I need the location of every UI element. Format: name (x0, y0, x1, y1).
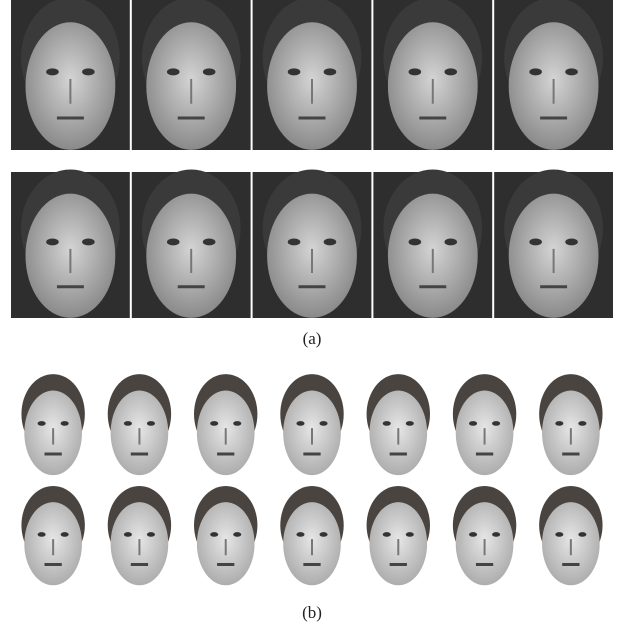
face-image (11, 0, 130, 150)
eye (406, 532, 414, 537)
eye (578, 532, 586, 537)
eye (82, 239, 95, 246)
eye (383, 421, 391, 426)
eye (444, 239, 457, 246)
figure: (a) (b) (0, 0, 624, 629)
face-image (184, 370, 268, 480)
face-image (270, 370, 354, 480)
eye (46, 239, 59, 246)
eye (529, 239, 542, 246)
eye (167, 239, 180, 246)
eye (555, 421, 563, 426)
page: {"panels": [{"caption": "(a)"}, {"captio… (0, 0, 624, 629)
eye (147, 421, 155, 426)
face-image (11, 170, 130, 318)
eye (469, 532, 477, 537)
face-images (11, 0, 613, 590)
eye (469, 421, 477, 426)
face-image (442, 370, 526, 480)
eye (492, 421, 500, 426)
face-image (442, 482, 526, 590)
eye (288, 68, 301, 75)
eye (288, 239, 301, 246)
face-image (529, 482, 613, 590)
face-image (356, 482, 440, 590)
eye (233, 532, 241, 537)
face-image (373, 0, 492, 150)
eye (46, 68, 59, 75)
caption-a: (a) (303, 329, 322, 348)
eye (529, 68, 542, 75)
eye (203, 68, 216, 75)
eye (565, 68, 578, 75)
eye (555, 532, 563, 537)
eye (406, 421, 414, 426)
face-image (253, 0, 372, 150)
eye (578, 421, 586, 426)
eye (203, 239, 216, 246)
face-image (132, 170, 251, 318)
eye (444, 68, 457, 75)
eye (61, 421, 69, 426)
face-image (97, 370, 181, 480)
eye (409, 239, 422, 246)
face-image (97, 482, 181, 590)
eye (565, 239, 578, 246)
caption-b: (b) (302, 603, 322, 622)
eye (492, 532, 500, 537)
eye (296, 421, 304, 426)
face-image (270, 482, 354, 590)
eye (147, 532, 155, 537)
face-image (132, 0, 251, 150)
face-image (184, 482, 268, 590)
face-image (253, 170, 372, 318)
eye (124, 532, 132, 537)
eye (324, 68, 337, 75)
eye (319, 532, 327, 537)
face-image (356, 370, 440, 480)
eye (38, 421, 46, 426)
eye (409, 68, 422, 75)
face-image (494, 170, 613, 318)
eye (167, 68, 180, 75)
face-image (494, 0, 613, 150)
eye (124, 421, 132, 426)
face-image (11, 370, 95, 480)
eye (319, 421, 327, 426)
eye (324, 239, 337, 246)
eye (61, 532, 69, 537)
eye (233, 421, 241, 426)
eye (383, 532, 391, 537)
eye (296, 532, 304, 537)
face-image (529, 370, 613, 480)
face-image (11, 482, 95, 590)
eye (210, 532, 218, 537)
eye (210, 421, 218, 426)
face-image (373, 170, 492, 318)
eye (82, 68, 95, 75)
eye (38, 532, 46, 537)
